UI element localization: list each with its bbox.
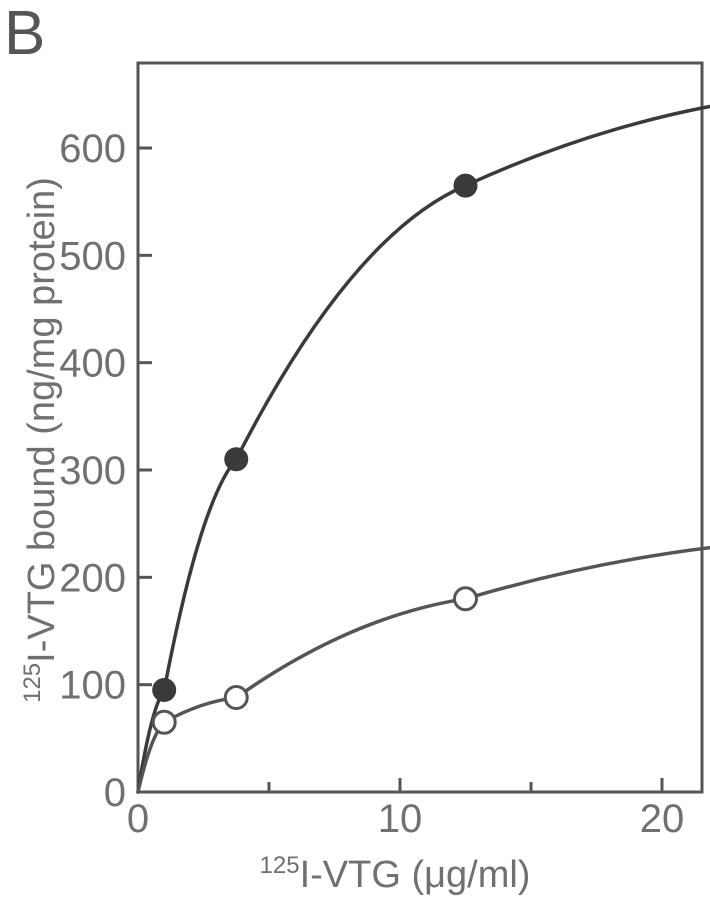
y-tick-label: 600 [59,127,126,171]
x-tick-label: 10 [378,797,423,841]
series-1-point [152,678,177,703]
y-tick-label: 200 [59,556,126,600]
series-2-point [151,709,177,735]
panel-label: B [4,0,45,68]
series-1-point [224,447,249,472]
x-axis-title: 125I-VTG (μg/ml) [260,852,531,896]
x-tick-label: 20 [640,797,685,841]
series-1-point [453,173,478,198]
plot-frame [136,61,704,794]
y-tick-label: 500 [59,234,126,278]
y-tick-label: 100 [59,664,126,708]
series-2-point [223,685,249,711]
y-axis-title-text: I-VTG bound (ng/mg protein) [21,177,63,663]
x-axis-title-superscript: 125 [260,852,300,879]
series-2-curve [136,545,710,794]
axis-labels: 125I-VTG (μg/ml) 125I-VTG bound (ng/mg p… [19,177,530,896]
fit-curves [136,104,710,794]
axes: 0 100 200 300 400 500 600 0 10 20 [59,61,704,841]
y-tick-label: 0 [104,771,126,815]
x-axis-title-text: I-VTG (μg/ml) [300,854,531,896]
y-axis-title: 125I-VTG bound (ng/mg protein) [19,177,63,703]
series-2-point [453,586,478,612]
y-tick-label: 400 [59,342,126,386]
y-axis-title-superscript: 125 [19,663,46,703]
y-tick-label: 300 [59,449,126,493]
x-tick-label: 0 [127,797,149,841]
series-1-curve [136,104,710,794]
data-points [151,173,478,735]
